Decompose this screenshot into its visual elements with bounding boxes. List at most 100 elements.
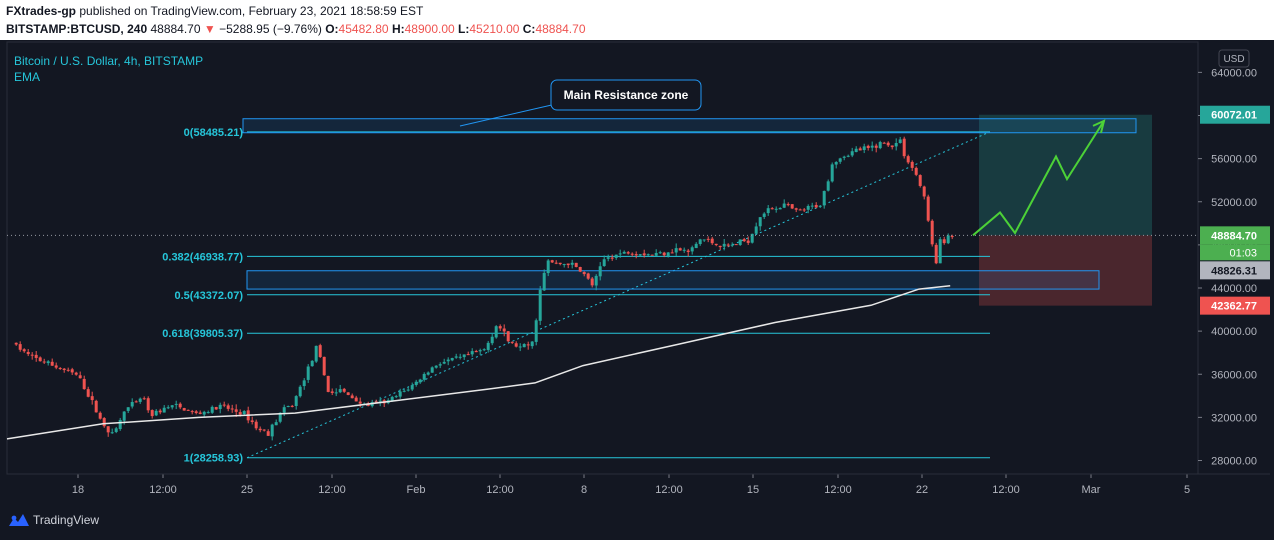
candle xyxy=(534,318,538,346)
candle-body xyxy=(706,238,710,240)
candle xyxy=(622,250,626,254)
candle-body xyxy=(74,372,78,375)
candle xyxy=(430,366,434,373)
candle xyxy=(946,233,950,245)
candle xyxy=(486,340,490,353)
candle xyxy=(950,234,954,240)
candle-body xyxy=(778,207,782,210)
open-value: 45482.80 xyxy=(338,22,389,36)
candle-body xyxy=(522,344,526,348)
publish-header: FXtrades-gp published on TradingView.com… xyxy=(0,0,1274,40)
candle-body xyxy=(390,396,394,401)
x-tick-label: 12:00 xyxy=(486,484,514,496)
tradingview-logo-icon[interactable] xyxy=(8,512,30,528)
candle-body xyxy=(190,411,194,413)
candle xyxy=(626,250,630,255)
candle-body xyxy=(258,428,262,431)
candle-body xyxy=(62,368,66,371)
candle-body xyxy=(950,236,954,238)
price-chart[interactable]: 0(58485.21) 0.382(46938.77) 0.5(43372.07) 0… xyxy=(0,40,1274,504)
candle xyxy=(718,245,722,250)
candle-body xyxy=(506,331,510,342)
candle xyxy=(902,136,906,159)
candle xyxy=(322,356,326,376)
candle xyxy=(862,143,866,154)
candle xyxy=(406,386,410,392)
candle xyxy=(218,402,222,414)
candle-body xyxy=(194,411,198,414)
candle-body xyxy=(298,386,302,397)
candle xyxy=(810,202,814,210)
candle xyxy=(590,276,594,288)
candle xyxy=(166,405,170,410)
candle xyxy=(418,378,422,384)
candle-body xyxy=(166,407,170,409)
candle xyxy=(618,249,622,258)
candle-body xyxy=(546,260,550,274)
candle xyxy=(722,238,726,251)
candle-body xyxy=(858,148,862,151)
candle-body xyxy=(262,429,266,431)
candle xyxy=(546,259,550,277)
candle xyxy=(774,206,778,213)
candle xyxy=(558,262,562,266)
candle xyxy=(190,409,194,415)
x-tick-label: 12:00 xyxy=(824,484,852,496)
candle xyxy=(870,141,874,152)
candle xyxy=(494,325,498,339)
candle xyxy=(798,208,802,211)
author-name[interactable]: FXtrades-gp xyxy=(6,4,77,18)
candle-body xyxy=(378,400,382,402)
candle-body xyxy=(422,373,426,380)
candle-body xyxy=(58,367,62,369)
candle-body xyxy=(322,356,326,376)
candle-body xyxy=(734,244,738,246)
candle-body xyxy=(94,400,98,413)
candle xyxy=(214,406,218,410)
candle xyxy=(678,247,682,251)
candle-body xyxy=(642,253,646,256)
candle xyxy=(818,205,822,209)
candle xyxy=(174,400,178,410)
candle xyxy=(930,219,934,247)
candle-body xyxy=(402,390,406,392)
candle-body xyxy=(158,410,162,413)
low-value: 45210.00 xyxy=(469,22,520,36)
candle-body xyxy=(406,389,410,391)
candle xyxy=(694,242,698,249)
candle-body xyxy=(86,389,90,397)
candle-body xyxy=(910,161,914,168)
candle xyxy=(498,324,502,331)
last-price: 48884.70 xyxy=(150,22,201,36)
ema-line xyxy=(6,285,951,440)
candle-body xyxy=(230,408,234,410)
stop-price-tag: 42362.77 xyxy=(1200,296,1270,315)
candle-body xyxy=(114,428,118,432)
candle xyxy=(918,174,922,188)
candle xyxy=(846,154,850,158)
candle xyxy=(906,154,910,165)
candle xyxy=(454,353,458,359)
candle xyxy=(526,341,530,350)
candle xyxy=(462,354,466,360)
y-tick-label: 36000.00 xyxy=(1211,369,1257,381)
candle xyxy=(314,345,318,363)
candle xyxy=(234,404,238,417)
candle-body xyxy=(830,164,834,182)
candle xyxy=(94,399,98,413)
candle-body xyxy=(170,405,174,408)
candle xyxy=(750,233,754,244)
candle xyxy=(766,205,770,216)
candle-body xyxy=(142,398,146,400)
candle-body xyxy=(314,345,318,362)
candle xyxy=(842,155,846,161)
support-zone-box xyxy=(246,270,1100,290)
candle-body xyxy=(14,342,18,345)
candle xyxy=(850,147,854,158)
candle xyxy=(422,372,426,382)
candle xyxy=(62,367,66,373)
candle-body xyxy=(34,354,38,358)
tradingview-brand[interactable]: TradingView xyxy=(33,513,100,527)
symbol-ohlc-line: BITSTAMP:BTCUSD, 240 48884.70 ▼ −5288.95… xyxy=(6,22,586,36)
countdown-bg xyxy=(1200,244,1270,261)
